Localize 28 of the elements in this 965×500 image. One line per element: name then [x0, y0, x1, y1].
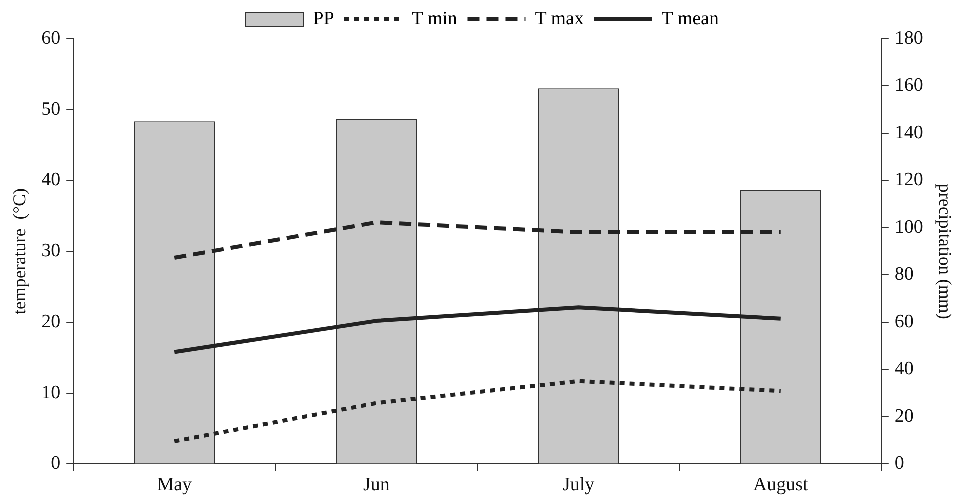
legend-label: T mean — [662, 8, 720, 30]
x-tick-label: August — [753, 474, 810, 496]
y2-tick-label: 0 — [894, 453, 904, 474]
y2-tick-label: 20 — [894, 406, 914, 427]
y-tick-label: 50 — [42, 98, 61, 120]
legend-label: T min — [412, 8, 458, 30]
y-tick-label: 60 — [42, 28, 61, 49]
y2-tick-label: 40 — [894, 358, 914, 380]
y-tick-label: 20 — [42, 311, 61, 332]
y2-tick-label: 120 — [894, 170, 924, 191]
y2-tick-label: 140 — [894, 122, 924, 144]
y-tick-label: 0 — [51, 453, 61, 474]
y-tick-label: 10 — [42, 382, 61, 404]
line-series — [172, 379, 783, 444]
y-tick-label: 30 — [42, 240, 61, 262]
x-tick-label: May — [157, 474, 193, 496]
legend-label: PP — [313, 8, 334, 30]
y-axis-title: temperature (°C) — [10, 188, 30, 315]
y2-tick-label: 100 — [894, 216, 924, 238]
x-tick-label: July — [562, 474, 596, 496]
legend-label: T max — [535, 8, 584, 30]
y2-tick-label: 60 — [894, 311, 914, 332]
y2-tick-label: 180 — [894, 28, 924, 49]
y-tick-label: 40 — [42, 170, 61, 191]
y2-tick-label: 160 — [894, 75, 924, 96]
x-tick-label: Jun — [364, 474, 390, 496]
y2-axis-title: precipitation (mm) — [935, 184, 956, 320]
y2-tick-label: 80 — [894, 264, 914, 286]
